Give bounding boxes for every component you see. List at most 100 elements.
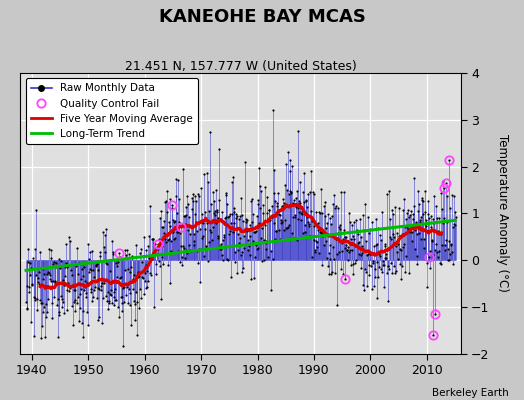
Point [176, 259, 184, 266]
Point [150, 304, 158, 310]
Point [398, 223, 406, 229]
Point [30, 294, 38, 300]
Point [27, 318, 36, 325]
Point [329, 201, 337, 208]
Point [243, 216, 251, 223]
Point [50, 279, 59, 286]
Point [371, 266, 379, 272]
Point [285, 190, 293, 197]
Point [363, 283, 372, 289]
Point [264, 254, 272, 260]
Point [196, 246, 205, 252]
Point [40, 270, 49, 277]
Point [376, 232, 385, 238]
Point [86, 289, 95, 296]
Point [86, 248, 94, 255]
Point [343, 247, 352, 253]
Point [112, 260, 121, 266]
Point [385, 266, 393, 272]
Point [138, 259, 146, 265]
Point [223, 256, 232, 263]
Point [290, 197, 298, 204]
Point [182, 212, 190, 219]
Point [67, 282, 75, 289]
Point [77, 286, 85, 292]
Point [198, 234, 206, 241]
Point [364, 214, 372, 220]
Point [116, 254, 124, 261]
Point [167, 248, 175, 254]
Point [143, 261, 151, 268]
Point [451, 222, 460, 228]
Point [341, 234, 350, 240]
Point [142, 284, 150, 291]
Point [300, 222, 309, 228]
Point [277, 217, 285, 223]
Point [102, 293, 111, 300]
Point [328, 268, 336, 275]
Point [31, 294, 39, 301]
Point [419, 211, 427, 217]
Point [316, 210, 324, 216]
Point [372, 242, 380, 248]
Point [398, 263, 407, 269]
Point [108, 238, 116, 244]
Point [153, 250, 161, 257]
Point [67, 266, 75, 273]
Point [277, 218, 286, 225]
Point [121, 247, 129, 253]
Point [212, 220, 220, 227]
Point [114, 304, 123, 310]
Point [162, 238, 170, 245]
Point [438, 242, 446, 248]
Point [215, 145, 223, 152]
Point [32, 272, 40, 279]
Point [406, 229, 414, 235]
Point [430, 220, 439, 226]
Point [407, 223, 416, 229]
Point [101, 232, 110, 239]
Point [386, 215, 394, 222]
Point [154, 241, 162, 248]
Point [42, 300, 50, 307]
Point [35, 281, 43, 287]
Point [91, 284, 99, 290]
Point [410, 175, 418, 181]
Point [408, 228, 417, 235]
Point [81, 278, 90, 284]
Point [327, 221, 335, 228]
Point [200, 252, 208, 259]
Point [388, 270, 396, 276]
Point [51, 264, 60, 270]
Point [122, 252, 130, 258]
Point [396, 233, 405, 239]
Point [198, 218, 206, 225]
Point [40, 303, 48, 310]
Point [93, 260, 101, 267]
Point [356, 264, 365, 271]
Point [442, 237, 450, 243]
Point [189, 231, 198, 238]
Point [91, 278, 100, 284]
Point [151, 240, 159, 247]
Point [41, 314, 50, 320]
Point [136, 286, 145, 292]
Point [170, 218, 179, 224]
Point [241, 159, 249, 165]
Point [363, 252, 371, 258]
Point [202, 170, 211, 176]
Point [36, 249, 44, 256]
Point [409, 216, 417, 222]
Point [374, 274, 382, 280]
Point [439, 219, 447, 226]
Point [447, 192, 456, 198]
Point [438, 260, 446, 267]
Point [294, 128, 302, 135]
Point [290, 212, 299, 219]
Point [112, 297, 120, 303]
Point [271, 228, 280, 235]
Point [280, 200, 288, 206]
Point [389, 224, 397, 230]
Point [361, 200, 369, 207]
Point [303, 214, 312, 220]
